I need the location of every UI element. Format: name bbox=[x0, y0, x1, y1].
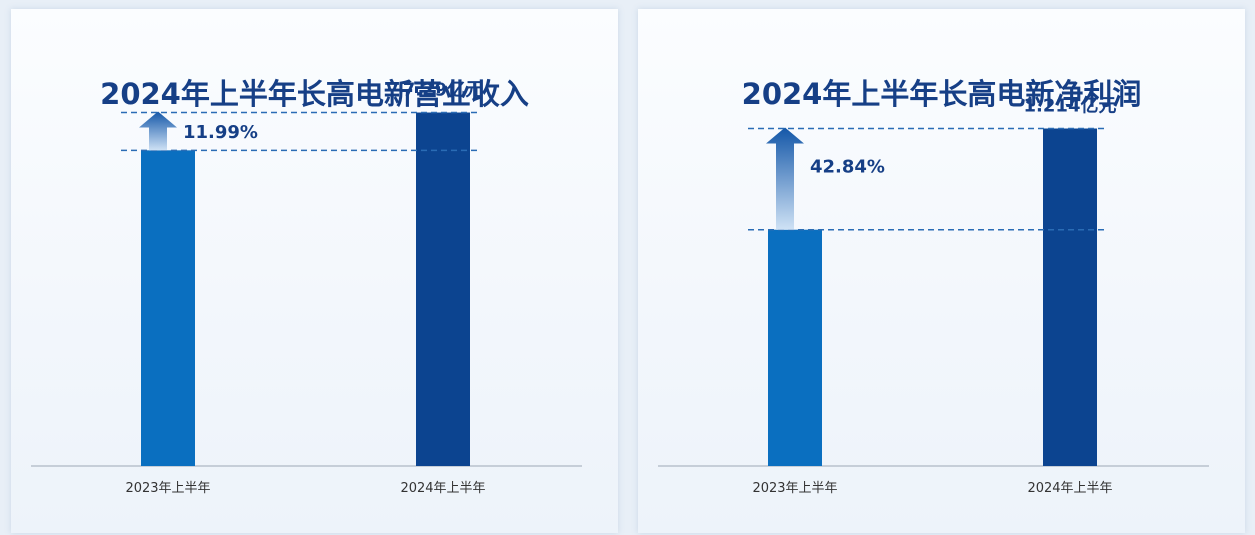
bar-1 bbox=[768, 229, 822, 466]
bar-1 bbox=[141, 150, 195, 466]
growth-arrow-icon bbox=[766, 127, 804, 230]
growth-label: 11.99% bbox=[183, 122, 258, 143]
category-label: 2023年上半年 bbox=[752, 481, 837, 496]
value-label: 1.214亿元 bbox=[1024, 95, 1117, 117]
profit-chart: 42.84% 1.214亿元 2023年上半年 2024年上半年 bbox=[658, 95, 1209, 496]
value-label: 7.29亿元 bbox=[403, 79, 483, 101]
category-label: 2023年上半年 bbox=[125, 481, 210, 496]
category-label: 2024年上半年 bbox=[1027, 481, 1112, 496]
growth-arrow-icon bbox=[139, 111, 177, 151]
revenue-chart-panel: 2024年上半年长高电新营业收入 11.99% 7.29亿元 2023年上半年 202… bbox=[11, 9, 618, 533]
growth-label: 42.84% bbox=[810, 157, 885, 178]
revenue-chart-title: 2024年上半年长高电新营业收入 bbox=[100, 77, 529, 111]
bar-2 bbox=[1043, 128, 1097, 466]
revenue-chart: 11.99% 7.29亿元 2023年上半年 2024年上半年 bbox=[31, 79, 582, 496]
bar-2 bbox=[416, 112, 470, 466]
profit-chart-panel: 2024年上半年长高电新净利润 42.84% 1.214亿元 2023年上半年 202… bbox=[638, 9, 1245, 533]
category-label: 2024年上半年 bbox=[400, 481, 485, 496]
profit-chart-title: 2024年上半年长高电新净利润 bbox=[741, 77, 1142, 111]
